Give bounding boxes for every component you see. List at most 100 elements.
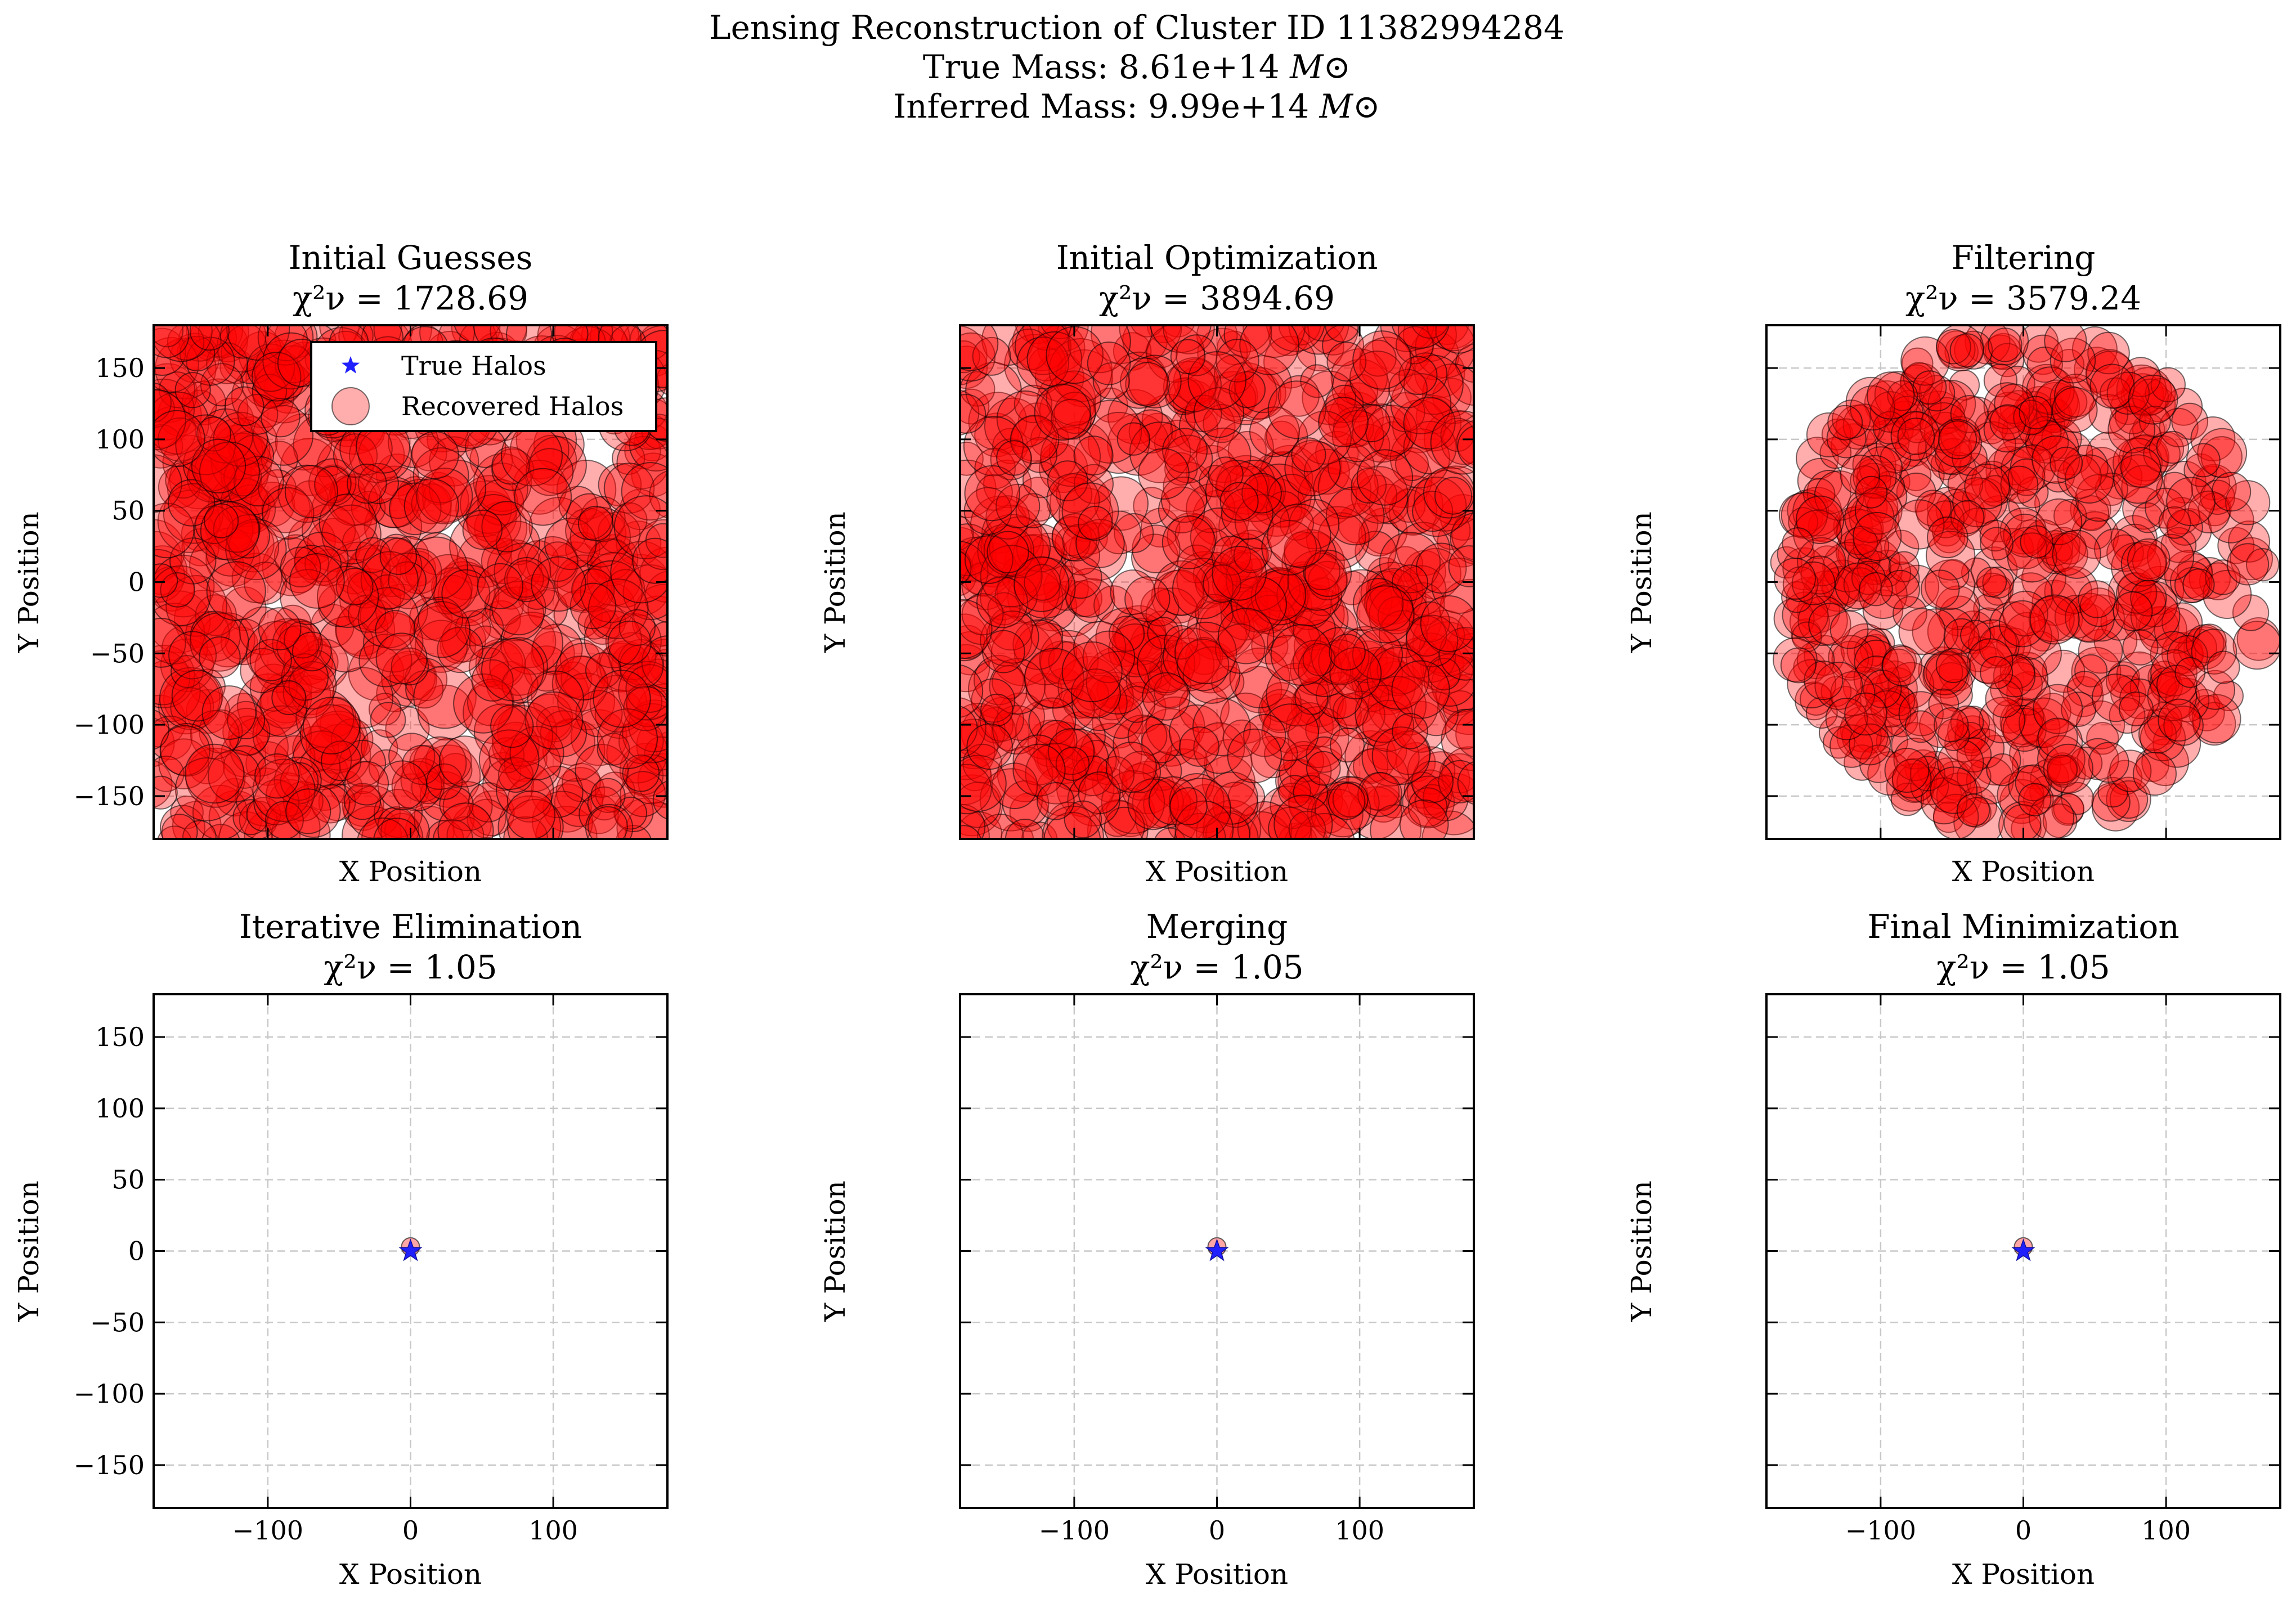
recovered-halo-marker [1370,804,1422,839]
recovered-halo-marker [1430,410,1474,475]
recovered-halo-marker [2228,520,2271,563]
recovered-halo-marker [154,617,186,668]
recovered-halo-marker [1162,428,1208,474]
recovered-halo-marker [154,410,205,467]
recovered-halo-marker [625,683,663,721]
recovered-halo-marker [960,755,1007,812]
recovered-halo-marker [1119,325,1182,359]
recovered-halo-marker [1826,418,1867,459]
x-tick-label: −100 [1039,1515,1110,1546]
recovered-halo-marker [1311,627,1370,686]
recovered-halo-marker [462,509,503,550]
recovered-halo-marker [1131,325,1164,338]
recovered-halo-marker [2037,717,2078,758]
y-axis-label: Y Position [12,511,45,653]
recovered-halo-marker [2094,528,2136,571]
recovered-halo-marker [618,609,656,646]
recovered-halo-marker [1277,375,1320,417]
recovered-halo-marker [1357,771,1403,817]
recovered-halo-marker [979,768,1043,832]
recovered-halo-marker [342,805,402,839]
chi2-label: χ²ν = 1728.69 [293,279,528,317]
recovered-halo-marker [154,554,215,618]
recovered-halo-marker [2046,755,2078,786]
solar-mass-unit: M⊙ [1319,87,1380,125]
x-tick-label: 0 [402,1515,419,1546]
recovered-halo-marker [284,465,338,519]
recovered-halo-marker [1273,794,1333,839]
tick-marks [960,325,1474,839]
recovered-halo-marker [437,626,483,673]
recovered-halo-marker [2044,325,2087,362]
recovered-halo-marker [1415,542,1467,594]
x-axis-label: X Position [339,855,482,888]
recovered-halo-marker [2091,783,2131,822]
recovered-halo-marker [1440,417,1474,452]
recovered-halo-marker [1986,753,2019,787]
recovered-halo-marker [1405,394,1462,452]
y-axis-label: Y Position [1625,1180,1658,1322]
inferred-mass-text: Inferred Mass: 9.99e+14 [893,87,1320,125]
recovered-halo-marker [1827,405,1863,441]
recovered-halo-marker [632,537,667,584]
recovered-halo-marker [1116,422,1151,456]
recovered-halo-marker [1352,330,1412,390]
recovered-halo-marker [195,594,237,636]
recovered-halo-marker [613,495,667,559]
recovered-halo-marker [1283,741,1325,782]
recovered-halo-marker [1048,641,1088,681]
recovered-halo-marker [532,623,583,675]
recovered-halo-marker [960,804,986,839]
recovered-halo-marker [1439,627,1474,681]
recovered-halo-marker [2078,628,2123,674]
recovered-halo-marker [1898,608,1946,655]
recovered-halo-marker [2052,387,2098,433]
recovered-halo-marker [1318,397,1369,447]
recovered-halo-marker [2208,497,2254,544]
recovered-halo-marker [1229,647,1290,708]
recovered-halo-marker [154,650,191,706]
recovered-halo-marker [316,565,379,628]
recovered-halo-marker [1423,466,1474,519]
recovered-halo-marker [1793,509,1842,559]
recovered-halo-marker [1221,487,1273,540]
recovered-halo-marker [170,687,212,729]
y-axis-label: Y Position [819,511,851,653]
recovered-halo-marker [514,468,572,526]
recovered-halo-marker [1361,508,1408,555]
recovered-halo-marker [304,545,342,583]
recovered-halo-marker [504,557,549,602]
recovered-halo-marker [1369,483,1409,524]
y-tick-label: −50 [90,638,145,668]
recovered-halo-marker [165,575,228,637]
recovered-halo-marker [344,783,382,820]
recovered-halo-marker [2120,447,2162,488]
recovered-halo-marker [644,571,667,623]
recovered-halo-marker [430,567,473,609]
recovered-halo-marker [2132,378,2169,415]
recovered-halo-marker [2097,776,2128,808]
recovered-halo-marker [1046,801,1092,839]
x-axis-label: X Position [1146,855,1288,888]
recovered-halo-marker [1145,696,1205,756]
recovered-halo-marker [453,673,514,734]
grid [1766,994,2280,1508]
recovered-halo-marker [1961,557,1992,588]
recovered-halo-marker [1392,713,1428,749]
recovered-halo-marker [1351,468,1387,504]
recovered-halo-marker [1182,646,1241,704]
recovered-halo-marker [966,723,1013,770]
recovered-halo-marker [373,818,420,839]
recovered-halo-marker [1943,618,1980,655]
recovered-halo-marker [1170,339,1206,375]
recovered-halo-marker [1927,517,1968,559]
recovered-halo-marker [1976,567,2007,598]
recovered-halo-marker [2109,697,2146,734]
recovered-halo-marker [411,431,459,479]
y-tick-label: −100 [74,1378,145,1409]
recovered-halo-marker [1845,376,1896,427]
recovered-halo-marker [960,664,984,718]
recovered-halo-marker [577,505,614,542]
x-axis-label: X Position [339,1558,482,1591]
